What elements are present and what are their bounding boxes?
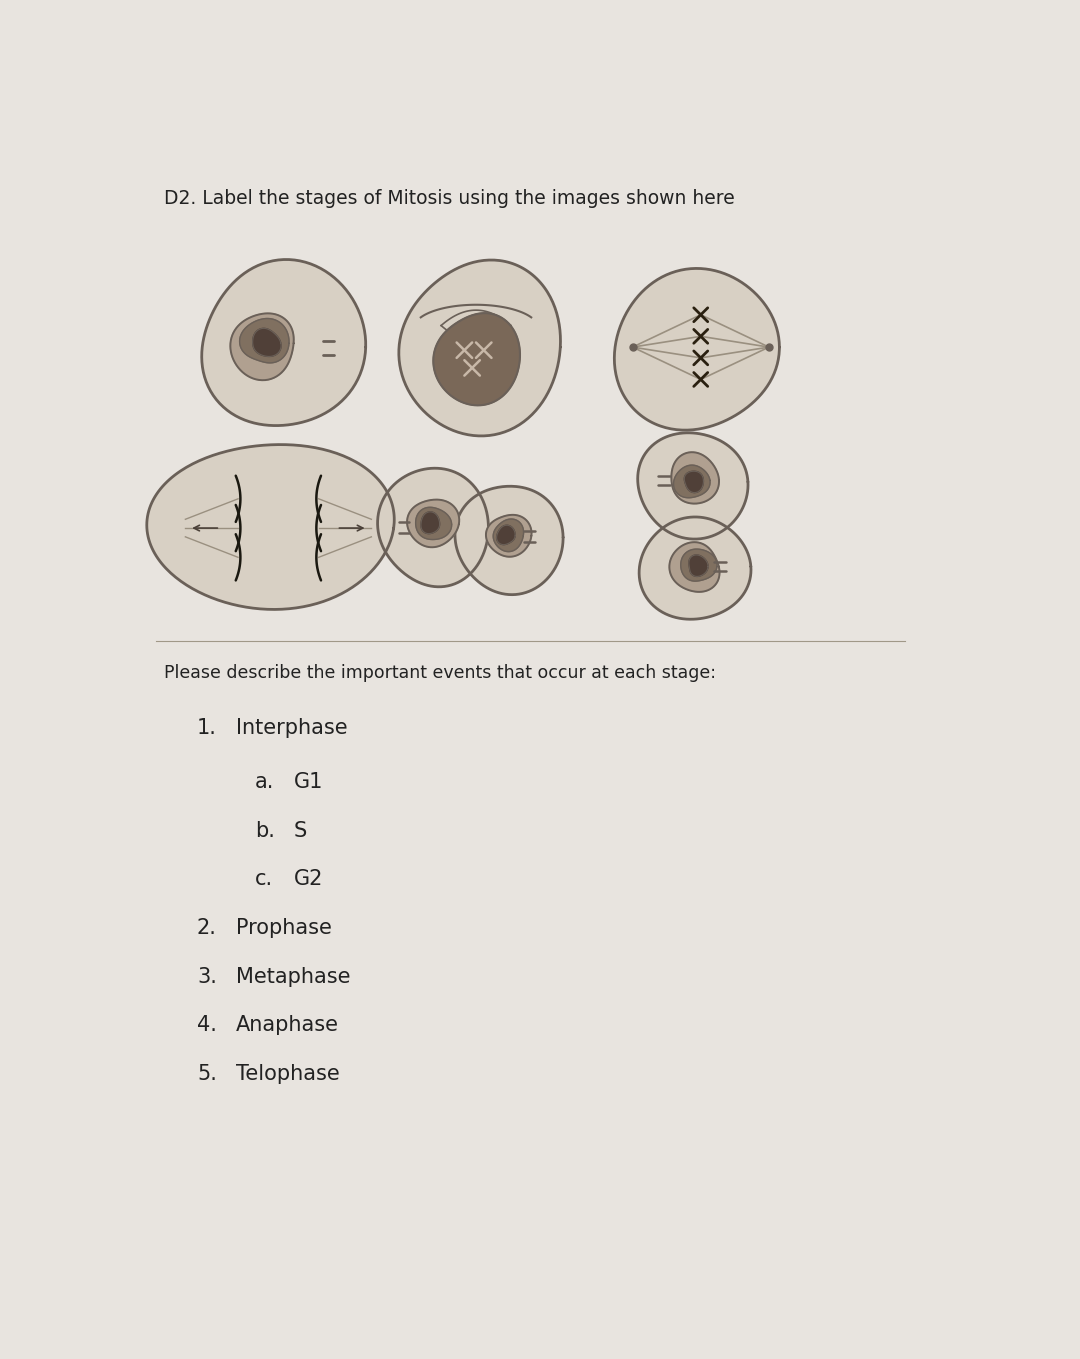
Text: 2.: 2. [197, 919, 217, 939]
Text: Anaphase: Anaphase [235, 1015, 339, 1036]
Polygon shape [202, 260, 366, 425]
Polygon shape [253, 329, 281, 356]
Text: G1: G1 [294, 772, 323, 792]
Polygon shape [416, 507, 451, 540]
Text: G2: G2 [294, 870, 323, 889]
Text: c.: c. [255, 870, 273, 889]
Text: Interphase: Interphase [235, 719, 348, 738]
Polygon shape [497, 525, 515, 545]
Text: 4.: 4. [197, 1015, 217, 1036]
Text: Please describe the important events that occur at each stage:: Please describe the important events tha… [164, 665, 716, 682]
Text: a.: a. [255, 772, 274, 792]
Polygon shape [486, 515, 531, 557]
Polygon shape [433, 313, 519, 405]
Polygon shape [230, 314, 294, 381]
Polygon shape [672, 453, 719, 504]
Polygon shape [680, 549, 717, 582]
Text: D2. Label the stages of Mitosis using the images shown here: D2. Label the stages of Mitosis using th… [164, 189, 735, 208]
Text: Prophase: Prophase [235, 919, 332, 939]
Polygon shape [685, 472, 703, 492]
Text: b.: b. [255, 821, 275, 841]
Polygon shape [674, 465, 710, 497]
Text: 5.: 5. [197, 1064, 217, 1084]
Text: 1.: 1. [197, 719, 217, 738]
Polygon shape [378, 469, 488, 587]
Polygon shape [637, 432, 748, 540]
Polygon shape [147, 444, 394, 609]
Polygon shape [455, 487, 563, 595]
Polygon shape [639, 516, 751, 620]
Polygon shape [689, 554, 708, 576]
Polygon shape [494, 519, 524, 552]
Polygon shape [240, 318, 289, 363]
Text: 3.: 3. [197, 968, 217, 987]
Text: S: S [294, 821, 307, 841]
Polygon shape [407, 500, 459, 548]
Polygon shape [615, 269, 780, 431]
Polygon shape [421, 512, 440, 534]
Text: Telophase: Telophase [235, 1064, 339, 1084]
Polygon shape [399, 260, 561, 436]
Polygon shape [670, 542, 719, 593]
Text: Metaphase: Metaphase [235, 968, 350, 987]
